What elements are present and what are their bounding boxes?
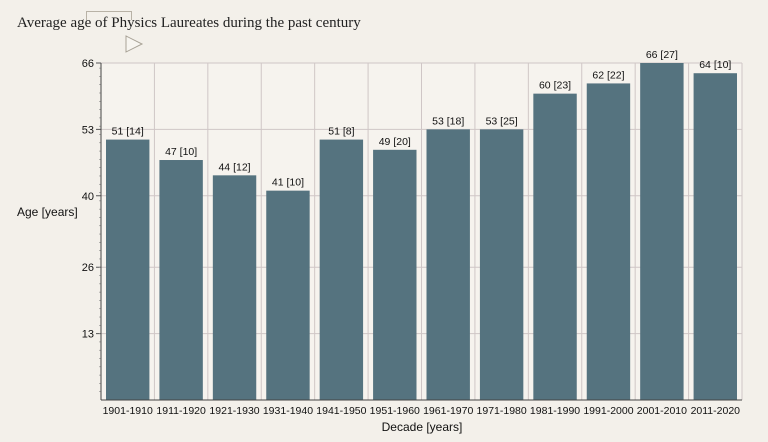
y-tick-label: 53 <box>82 124 94 136</box>
data-label: 64 [10] <box>699 59 731 71</box>
title-decoration <box>86 11 132 20</box>
bar[interactable] <box>106 139 150 400</box>
x-tick-label: 1971-1980 <box>477 405 527 417</box>
x-tick-label: 2001-2010 <box>637 405 687 417</box>
bar[interactable] <box>159 160 203 400</box>
data-label: 44 [12] <box>218 161 250 173</box>
data-label: 47 [10] <box>165 146 197 158</box>
bar[interactable] <box>586 83 631 400</box>
data-label: 51 [14] <box>112 126 144 138</box>
x-tick-label: 1901-1910 <box>103 405 153 417</box>
x-tick-label: 1961-1970 <box>423 405 473 417</box>
bar[interactable] <box>319 139 364 400</box>
bar[interactable] <box>533 93 577 401</box>
data-label: 66 [27] <box>646 49 678 61</box>
x-tick-label: 1931-1940 <box>263 405 313 417</box>
data-label: 62 [22] <box>592 69 624 81</box>
x-tick-label: 1941-1950 <box>316 405 366 417</box>
data-label: 49 [20] <box>379 136 411 148</box>
y-tick-label: 26 <box>82 262 94 274</box>
x-axis-label: Decade [years] <box>381 420 463 434</box>
y-tick-label: 13 <box>82 329 94 341</box>
data-label: 53 [18] <box>432 115 464 127</box>
x-tick-label: 1981-1990 <box>530 405 580 417</box>
y-tick-label: 66 <box>82 58 94 70</box>
bar[interactable] <box>266 190 310 400</box>
chart-title: Average age of Physics Laureates during … <box>17 15 361 31</box>
bar[interactable] <box>640 63 684 400</box>
y-tick-label: 40 <box>82 191 94 203</box>
x-tick-label: 1921-1930 <box>209 405 259 417</box>
bar[interactable] <box>212 175 257 400</box>
y-axis-label: Age [years] <box>17 205 78 219</box>
bar[interactable] <box>426 129 470 400</box>
bar[interactable] <box>479 129 524 400</box>
bar[interactable] <box>373 149 417 400</box>
x-tick-label: 1951-1960 <box>370 405 420 417</box>
data-label: 60 [23] <box>539 80 571 92</box>
data-label: 41 [10] <box>272 177 304 189</box>
x-tick-label: 1991-2000 <box>583 405 633 417</box>
x-tick-label: 1911-1920 <box>156 405 206 417</box>
play-icon[interactable] <box>124 34 144 54</box>
data-label: 53 [25] <box>486 115 518 127</box>
x-tick-label: 2011-2020 <box>691 405 741 417</box>
bar[interactable] <box>693 73 737 400</box>
data-label: 51 [8] <box>328 126 354 138</box>
